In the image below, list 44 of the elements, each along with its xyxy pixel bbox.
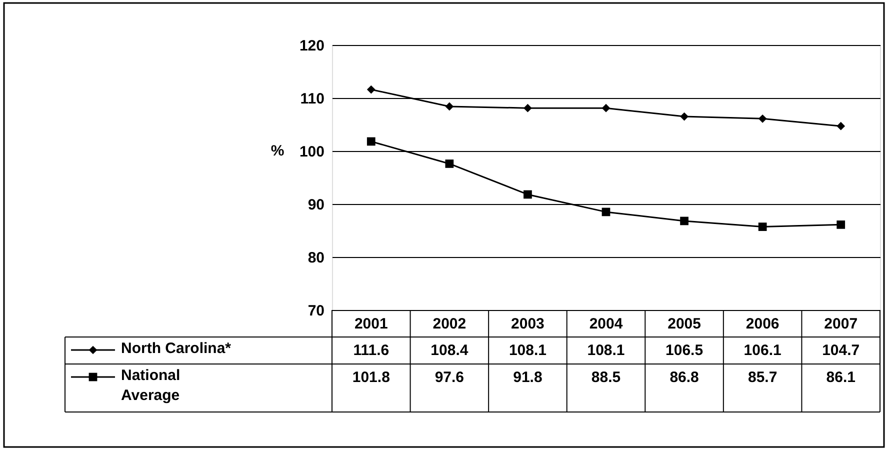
point	[445, 160, 454, 168]
data-label: 85.7	[748, 369, 778, 386]
y-tick-label: 100	[299, 144, 324, 160]
legend-label: North Carolina*	[121, 340, 232, 357]
y-tick-label: 90	[308, 196, 324, 214]
point	[366, 85, 376, 94]
data-label: 106.1	[744, 342, 782, 359]
y-tick-label: 80	[308, 250, 324, 266]
x-tick-label: 2002	[432, 316, 466, 332]
data-label: 86.8	[670, 369, 699, 386]
data-label: 88.5	[591, 369, 621, 386]
y-tick-label: 70	[308, 302, 324, 320]
data-label: 91.8	[513, 369, 542, 386]
data-label: 108.1	[508, 342, 546, 359]
data-label: 106.5	[666, 342, 704, 359]
y-tick-label: 120	[299, 38, 324, 54]
legend-label: National Average	[121, 367, 180, 404]
point	[836, 220, 846, 229]
x-tick-label: 2005	[668, 316, 701, 332]
point	[602, 104, 610, 112]
y-axis-title: %	[270, 142, 284, 160]
data-label: 101.8	[352, 369, 390, 386]
point	[445, 102, 454, 111]
x-tick-label: 2007	[824, 316, 858, 332]
data-label: 108.4	[430, 342, 469, 359]
data-label: 108.1	[587, 342, 625, 359]
x-tick-label: 2003	[511, 316, 544, 332]
data-label: 104.7	[822, 342, 860, 359]
point	[602, 208, 610, 216]
point	[758, 222, 767, 231]
point	[524, 190, 532, 199]
point	[680, 216, 688, 226]
y-tick-label: 110	[300, 90, 324, 108]
point	[758, 114, 767, 123]
data-label: 86.1	[826, 369, 856, 386]
x-tick-label: 2004	[589, 316, 624, 332]
data-label: 97.6	[434, 369, 464, 386]
point	[366, 137, 376, 146]
point	[836, 122, 846, 130]
point	[524, 104, 532, 112]
x-tick-label: 2001	[354, 316, 388, 332]
point	[680, 112, 688, 121]
data-label: 111.6	[353, 342, 390, 359]
x-tick-label: 2006	[746, 316, 780, 332]
